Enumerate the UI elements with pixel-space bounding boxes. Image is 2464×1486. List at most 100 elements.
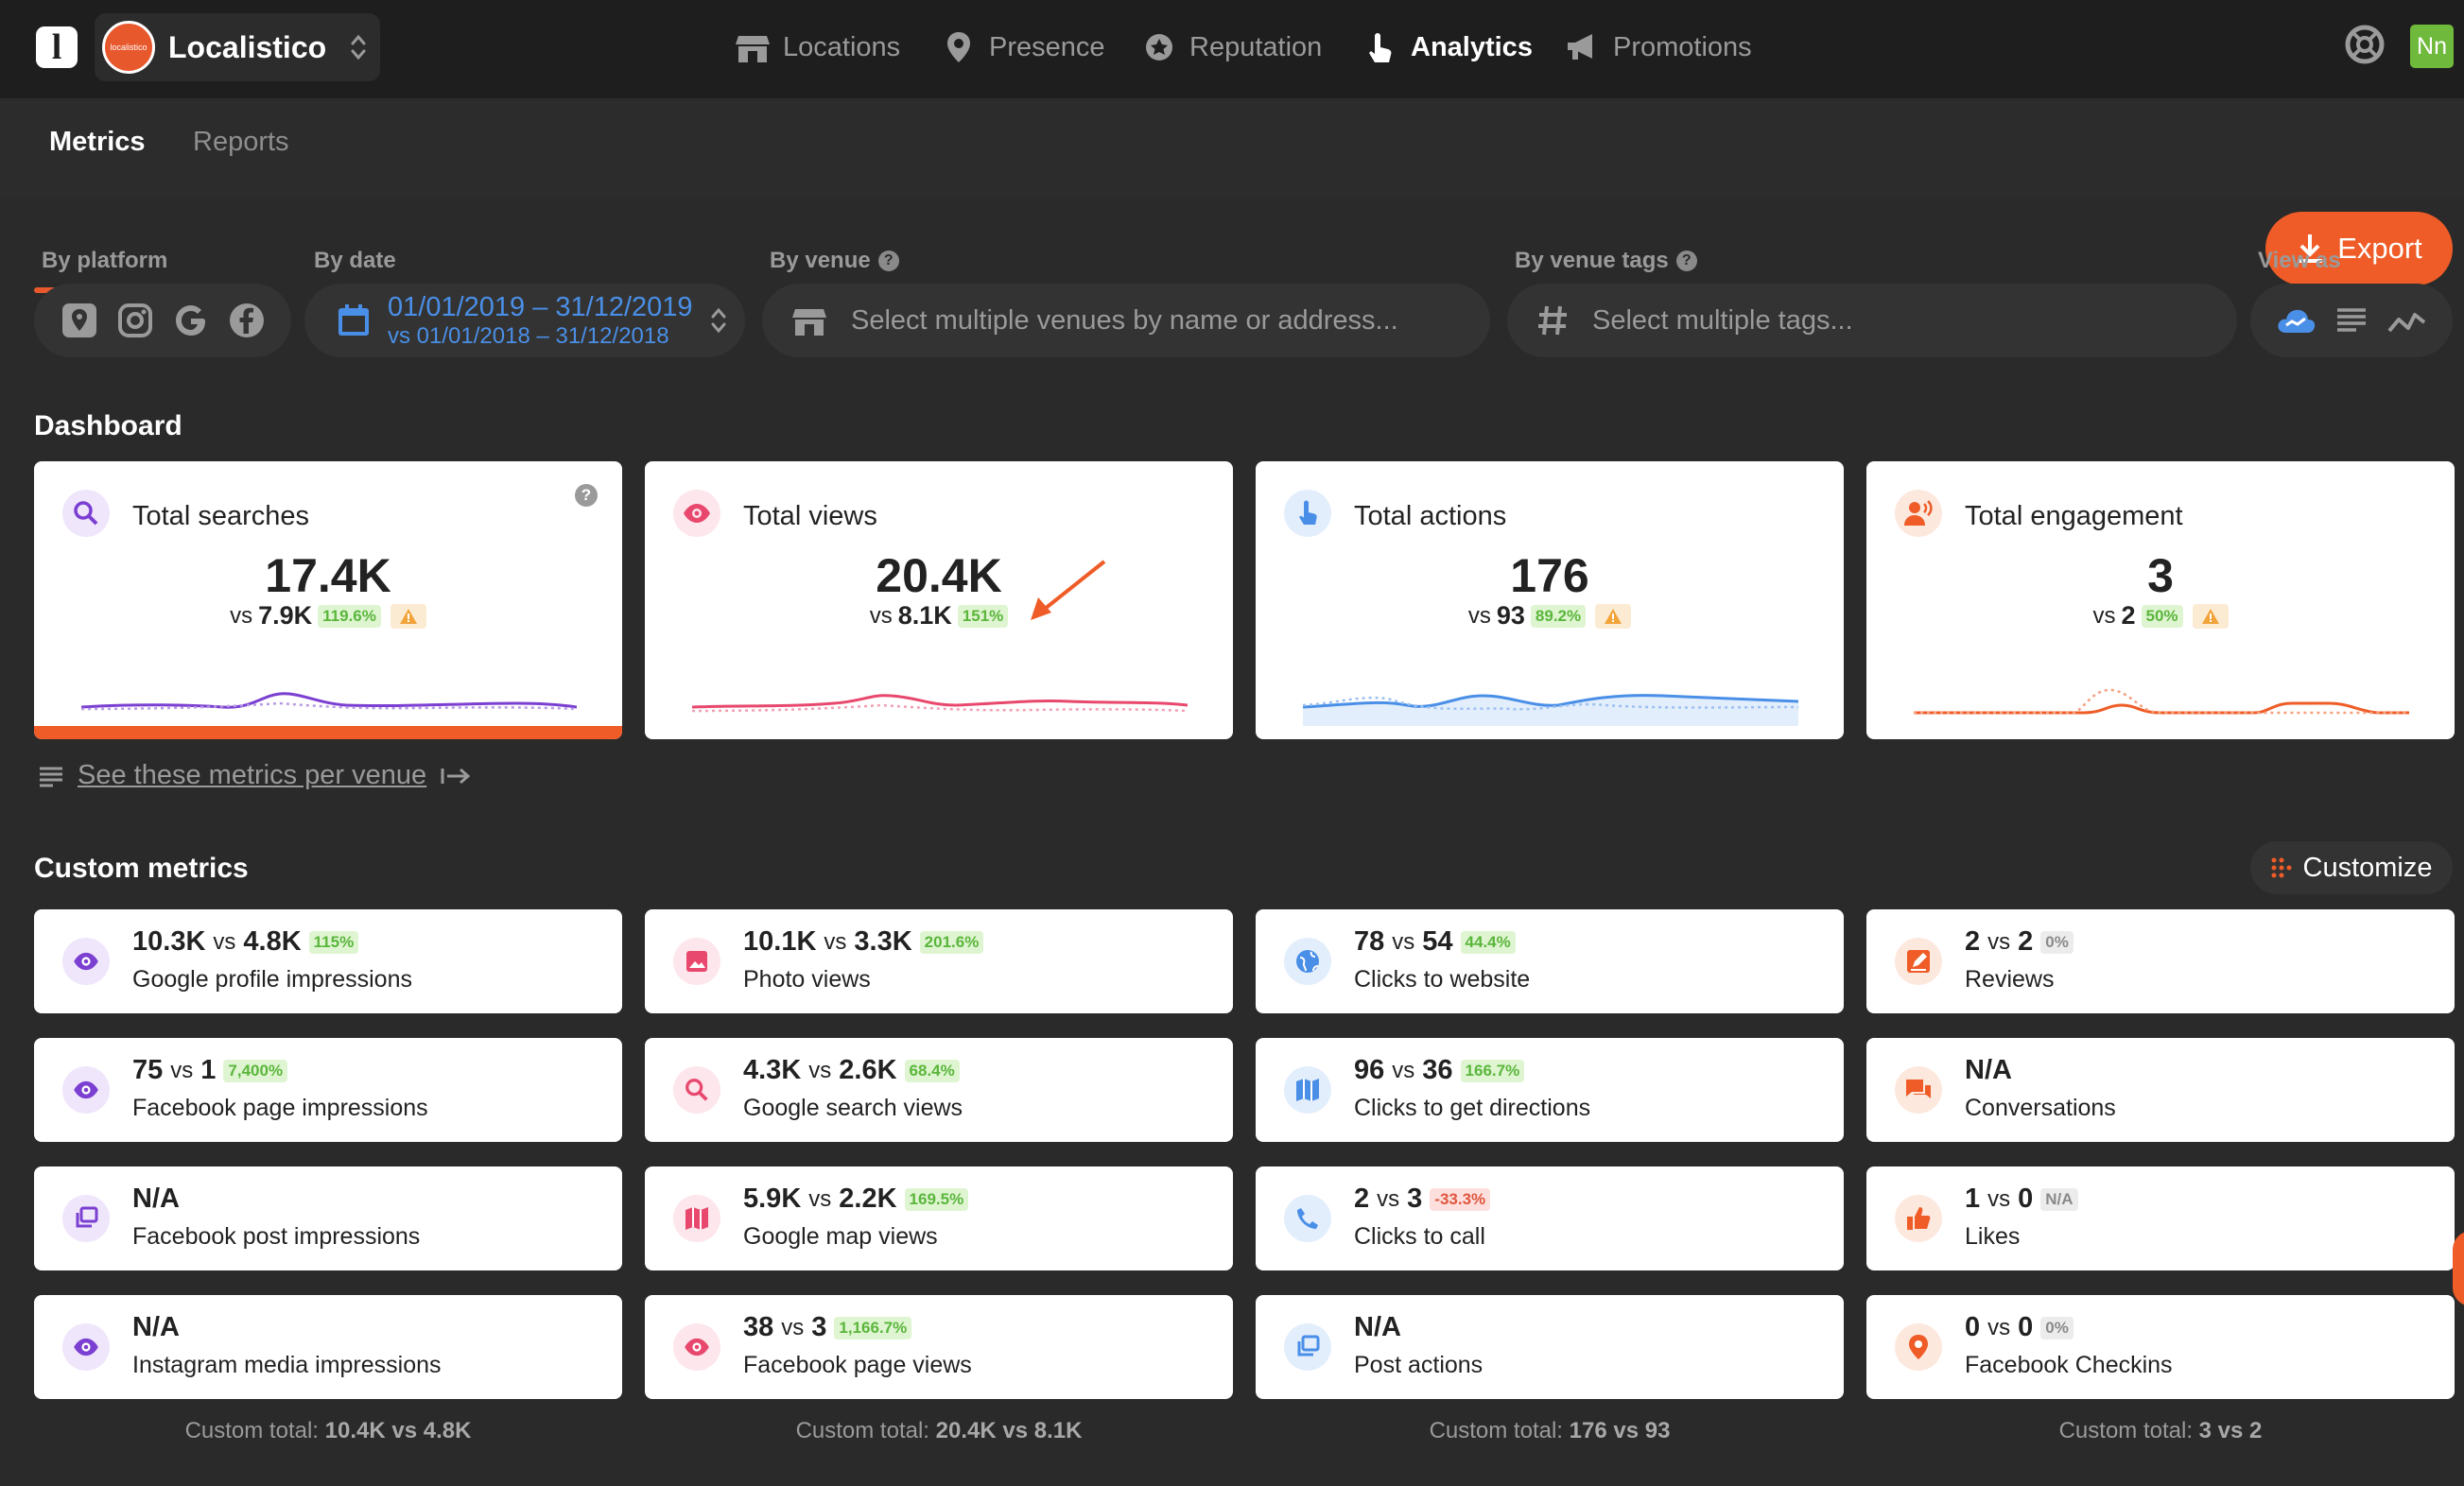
metric-compare: 3: [1407, 1184, 1423, 1214]
chat-bubbles-icon: [1904, 1077, 1933, 1103]
chevron-up-down-icon: [351, 34, 366, 60]
nav-reputation[interactable]: Reputation: [1140, 19, 1322, 76]
line-chart-view-icon[interactable]: [2386, 305, 2428, 336]
metric-name: Conversations: [1965, 1095, 2116, 1121]
help-lifebuoy-icon[interactable]: [2343, 23, 2386, 66]
venue-help-icon[interactable]: ?: [877, 251, 899, 271]
custom-metric-card[interactable]: 2 vs 3 -33.3% Clicks to call: [1256, 1166, 1844, 1270]
help-icon[interactable]: ?: [575, 484, 598, 507]
custom-total-value: 3 vs 2: [2198, 1418, 2263, 1443]
warning-icon[interactable]: [390, 603, 426, 629]
organization-selector[interactable]: localistico Localistico: [95, 13, 380, 81]
metric-name: Facebook page views: [743, 1352, 972, 1378]
tab-reports[interactable]: Reports: [193, 127, 289, 157]
custom-metric-card[interactable]: 4.3K vs 2.6K 68.4% Google search views: [645, 1038, 1233, 1142]
custom-metric-card[interactable]: 10.3K vs 4.8K 115% Google profile impression…: [34, 909, 622, 1013]
custom-total: Custom total: 176 vs 93: [1256, 1418, 1844, 1444]
total-searches-card[interactable]: Total searches ? 17.4K vs 7.9K 119.6%: [34, 461, 622, 739]
card-title: Total views: [743, 501, 877, 531]
metric-name: Photo views: [743, 966, 871, 993]
nav-analytics[interactable]: Analytics: [1362, 19, 1533, 76]
metric-name: Facebook Checkins: [1965, 1352, 2173, 1378]
filter-platform-label: By platform: [42, 248, 168, 273]
venue-search-input[interactable]: Select multiple venues by name or addres…: [851, 304, 1398, 336]
metric-value-row: 2 vs 2 0%: [1965, 926, 2074, 958]
tags-filter[interactable]: Select multiple tags...: [1507, 284, 2237, 357]
vs-label: vs: [2092, 602, 2116, 629]
location-pin-icon: [1906, 1334, 1931, 1360]
instagram-icon[interactable]: [116, 302, 154, 339]
google-icon[interactable]: [172, 302, 210, 339]
metric-value: 5.9K: [743, 1184, 802, 1214]
card-compare: 93: [1496, 601, 1525, 630]
venue-filter[interactable]: Select multiple venues by name or addres…: [762, 284, 1490, 357]
google-maps-pin-icon[interactable]: [61, 302, 98, 339]
views-sparkline: [692, 694, 1188, 713]
metric-value: N/A: [1354, 1312, 1401, 1342]
custom-total-value: 20.4K vs 8.1K: [935, 1418, 1083, 1443]
export-button[interactable]: Export: [2265, 212, 2453, 285]
nav-analytics-label: Analytics: [1411, 31, 1533, 62]
custom-metric-card[interactable]: 96 vs 36 166.7% Clicks to get directions: [1256, 1038, 1844, 1142]
card-change-badge: 50%: [2141, 604, 2183, 628]
touch-hand-icon: [1299, 500, 1317, 525]
card-change-badge: 151%: [957, 604, 1009, 628]
cloud-view-icon[interactable]: [2275, 304, 2317, 337]
date-filter[interactable]: 01/01/2019 – 31/12/2019 vs 01/01/2018 – …: [304, 284, 745, 357]
metric-compare: 3.3K: [854, 926, 912, 957]
custom-metric-card[interactable]: N/A Instagram media impressions: [34, 1295, 622, 1399]
nav-promotions[interactable]: Promotions: [1564, 19, 1752, 76]
tags-search-input[interactable]: Select multiple tags...: [1592, 304, 1853, 336]
custom-metric-card[interactable]: 10.1K vs 3.3K 201.6% Photo views: [645, 909, 1233, 1013]
metric-value-row: 0 vs 0 0%: [1965, 1312, 2074, 1343]
globe-icon: [1294, 948, 1321, 975]
chat-widget-button[interactable]: [2453, 1231, 2464, 1306]
custom-total: Custom total: 10.4K vs 4.8K: [34, 1418, 622, 1444]
warning-icon[interactable]: [2192, 603, 2229, 629]
app-logo[interactable]: l: [36, 26, 78, 68]
custom-metric-card[interactable]: N/A Facebook post impressions: [34, 1166, 622, 1270]
organization-name: Localistico: [168, 29, 327, 64]
download-icon: [2298, 234, 2323, 263]
custom-metric-card[interactable]: 78 vs 54 44.4% Clicks to website: [1256, 909, 1844, 1013]
search-icon: [74, 501, 98, 526]
per-venue-link[interactable]: See these metrics per venue: [38, 760, 472, 791]
user-avatar[interactable]: Nn: [2410, 25, 2454, 68]
card-compare-row: vs 7.9K 119.6%: [34, 601, 622, 631]
metric-change-badge: 166.7%: [1460, 1059, 1525, 1082]
customize-button[interactable]: Customize: [2250, 841, 2453, 894]
total-views-card[interactable]: Total views 20.4K vs 8.1K 151%: [645, 461, 1233, 739]
metric-value-row: 10.3K vs 4.8K 115%: [132, 926, 359, 958]
custom-metric-card[interactable]: N/A Post actions: [1256, 1295, 1844, 1399]
card-title: Total engagement: [1965, 501, 2183, 531]
metric-compare: 0: [2018, 1184, 2034, 1214]
card-change-badge: 89.2%: [1530, 604, 1587, 628]
list-view-icon[interactable]: [2334, 305, 2369, 336]
metric-icon-wrap: [62, 938, 110, 985]
vs-label: vs: [213, 928, 236, 955]
metric-value: 10.1K: [743, 926, 817, 957]
total-engagement-card[interactable]: Total engagement 3 vs 2 50%: [1866, 461, 2455, 739]
card-value: 176: [1510, 549, 1589, 602]
metric-icon-wrap: [62, 1195, 110, 1242]
facebook-icon[interactable]: [228, 302, 266, 339]
actions-sparkline: [1303, 694, 1798, 726]
vs-label: vs: [1987, 1314, 2011, 1340]
total-actions-card[interactable]: Total actions 176 vs 93 89.2%: [1256, 461, 1844, 739]
metric-icon-wrap: [1895, 938, 1942, 985]
custom-metric-card[interactable]: 1 vs 0 N/A Likes: [1866, 1166, 2455, 1270]
custom-metric-card[interactable]: 75 vs 1 7,400% Facebook page impressions: [34, 1038, 622, 1142]
custom-metric-card[interactable]: N/A Conversations: [1866, 1038, 2455, 1142]
tags-help-icon[interactable]: ?: [1675, 251, 1697, 271]
nav-presence[interactable]: Presence: [940, 19, 1105, 76]
metric-value-row: 38 vs 3 1,166.7%: [743, 1312, 912, 1343]
metric-value: 10.3K: [132, 926, 206, 957]
nav-locations[interactable]: Locations: [734, 19, 900, 76]
custom-metric-card[interactable]: 5.9K vs 2.2K 169.5% Google map views: [645, 1166, 1233, 1270]
tab-metrics[interactable]: Metrics: [49, 127, 146, 157]
custom-metric-card[interactable]: 38 vs 3 1,166.7% Facebook page views: [645, 1295, 1233, 1399]
card-title: Total searches: [132, 501, 309, 531]
warning-icon[interactable]: [1595, 603, 1632, 629]
custom-metric-card[interactable]: 2 vs 2 0% Reviews: [1866, 909, 2455, 1013]
custom-metric-card[interactable]: 0 vs 0 0% Facebook Checkins: [1866, 1295, 2455, 1399]
